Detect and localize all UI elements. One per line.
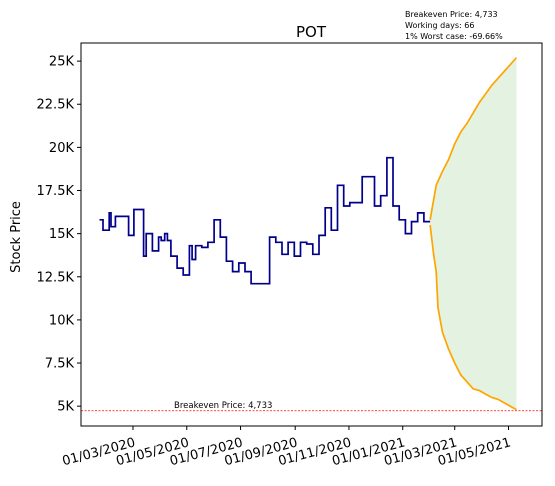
y-tick-label: 5K <box>57 400 74 415</box>
info-line-breakeven: Breakeven Price: 4,733 <box>405 10 498 19</box>
projection-band <box>430 57 517 410</box>
history-line <box>99 156 431 285</box>
y-tick-label: 20K <box>49 141 75 156</box>
chart-title: POT <box>296 23 327 41</box>
y-axis-label: Stock Price <box>9 201 24 273</box>
info-line-worst-case: 1% Worst case: -69.66% <box>405 32 503 41</box>
x-axis: 01/03/202001/05/202001/07/202001/09/2020… <box>61 426 513 469</box>
info-line-working-days: Working days: 66 <box>405 21 474 30</box>
plot-area: Breakeven Price: 4,733 <box>81 57 542 412</box>
y-tick-label: 17.5K <box>37 184 75 199</box>
y-tick-label: 7.5K <box>45 357 75 372</box>
projection-lower-line <box>429 224 517 411</box>
y-tick-label: 12.5K <box>37 270 75 285</box>
y-tick-label: 25K <box>49 55 75 70</box>
axes-frame <box>80 42 543 427</box>
y-tick-label: 22.5K <box>37 98 75 113</box>
y-tick-label: 10K <box>49 313 75 328</box>
y-axis: 5K 7.5K 10K 12.5K 15K 17.5K 20K 22.5K 25K <box>37 55 81 415</box>
info-box: Breakeven Price: 4,733 Working days: 66 … <box>405 10 503 41</box>
projection-upper-line <box>429 57 518 220</box>
breakeven-label: Breakeven Price: 4,733 <box>174 401 272 411</box>
y-tick-label: 15K <box>49 227 75 242</box>
